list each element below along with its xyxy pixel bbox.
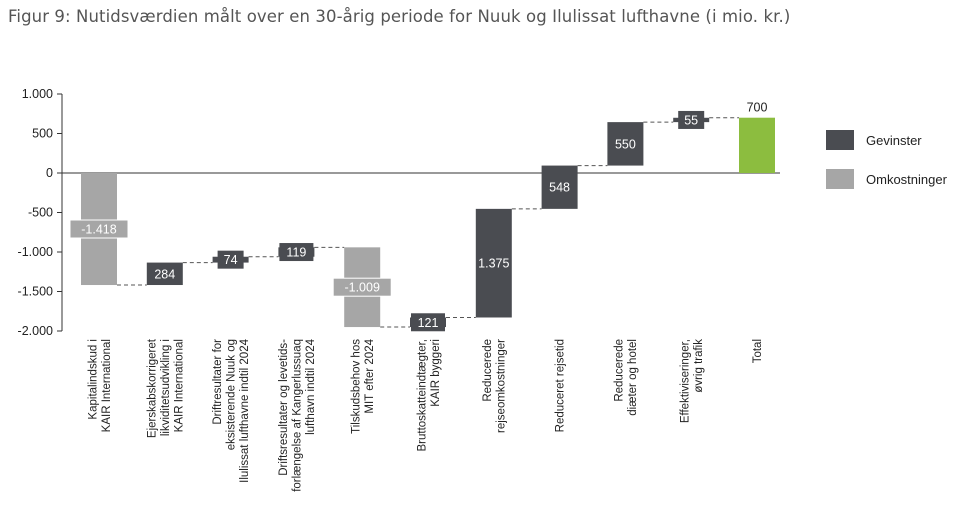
x-category-label: Tilskudsbehov hos MIT efter 2024: [350, 338, 376, 433]
data-label-box: [217, 250, 244, 269]
x-category-label-line: KAIR byggeri: [430, 339, 442, 407]
data-label-box: [279, 243, 314, 262]
x-category-label-line: eksisterende Nuuk og: [226, 339, 238, 450]
y-tick-label: 1.000: [22, 87, 53, 101]
y-tick-label: -1.000: [18, 245, 53, 259]
x-category-label-line: Total: [752, 339, 764, 363]
data-label: 700: [747, 101, 768, 115]
x-category-label-line: diæter og hotel: [627, 339, 639, 416]
data-label: 550: [615, 137, 636, 151]
x-category-label: Driftsresultater og levetids-forlængelse…: [278, 338, 317, 491]
x-category-label-line: KAIR International: [173, 339, 185, 432]
x-category-label: Total: [752, 339, 764, 363]
connector-layer: [117, 117, 739, 328]
x-category-label-line: Driftsresultater og levetids-: [278, 339, 290, 476]
x-category-label: Effektiviseringer, øvrig trafik: [679, 339, 705, 423]
x-category-label-line: Bruttoskatteindtægter,: [416, 339, 428, 452]
x-category-label-line: Reduceret rejsetid: [555, 339, 567, 432]
data-label: 1.375: [478, 257, 509, 271]
x-category-label-line: likviditetsudvikling i: [160, 339, 172, 436]
x-category-label: Reduceret rejsetid: [555, 339, 567, 432]
x-category-label: Ejerskabskorrigeret likviditetsudvikling …: [146, 338, 185, 438]
bar-7: [475, 208, 512, 318]
label-layer: -1.418 284 74 119 -1.009 121 1.375 548 550 55 700: [69, 101, 768, 332]
data-label-box: [69, 219, 129, 239]
data-label: -1.009: [344, 281, 379, 295]
y-tick-label: -500: [28, 206, 53, 220]
data-label: 55: [684, 113, 698, 127]
x-category-label-line: Ilulissat lufthavne indtil 2024: [239, 338, 251, 482]
x-category-label-line: MIT efter 2024: [364, 338, 376, 413]
bar-9: [607, 122, 644, 166]
data-label: 548: [549, 181, 570, 195]
data-label-box: [332, 277, 392, 297]
chart-title: Figur 9: Nutidsværdien målt over en 30-å…: [8, 7, 791, 26]
legend-swatch: [826, 169, 854, 189]
x-category-label-line: Driftresultater for: [212, 339, 224, 425]
data-label: 74: [224, 253, 238, 267]
x-category-label-line: Reducerede: [482, 339, 494, 402]
y-tick-label: -2.000: [18, 324, 53, 338]
x-category-label: Reducerede rejseomkostninger: [482, 339, 508, 433]
bar-11: [739, 117, 775, 173]
data-label-box: [678, 110, 705, 129]
x-category-label-line: Tilskudsbehov hos: [350, 339, 362, 434]
x-category-label: Kapitalindskud i KAIR International: [87, 339, 113, 432]
x-category-label: Bruttoskatteindtægter, KAIR byggeri: [416, 339, 442, 452]
x-category-label-line: forlængelse af Kangerlussuaq: [291, 339, 303, 492]
x-category-label: Reducerede diæter og hotel: [614, 339, 640, 416]
x-category-label-line: Ejerskabskorrigeret: [146, 338, 158, 438]
y-tick-label: 0: [46, 166, 53, 180]
data-label: 119: [286, 246, 306, 260]
legend-label: Gevinster: [866, 133, 922, 148]
x-category-label-line: KAIR International: [101, 339, 113, 432]
data-label: -1.418: [81, 223, 116, 237]
axis-layer: 1.000 500 0 -500 -1.000 -1.500 -2.000: [18, 87, 780, 338]
y-tick-label: 500: [32, 127, 53, 141]
data-label: 121: [418, 316, 439, 330]
legend-label: Omkostninger: [866, 172, 948, 187]
bar-layer: [81, 117, 775, 328]
x-category-label-line: Effektiviseringer,: [679, 339, 691, 423]
x-category-label: Driftresultater for eksisterende Nuuk og I…: [212, 338, 251, 482]
data-label: 284: [154, 267, 175, 281]
data-label-box: [411, 313, 445, 332]
legend-layer: Gevinster Omkostninger: [826, 130, 948, 189]
bar-2: [146, 262, 183, 286]
x-category-label-line: Reducerede: [614, 339, 626, 402]
y-tick-label: -1.500: [18, 285, 53, 299]
x-category-label-line: lufthavn indtil 2024: [305, 338, 317, 435]
x-category-label-line: rejseomkostninger: [496, 339, 508, 433]
category-layer: Kapitalindskud i KAIR International Ejersk…: [87, 338, 764, 492]
legend-swatch: [826, 130, 854, 150]
x-category-label-line: øvrig trafik: [693, 339, 705, 393]
bar-8: [541, 165, 578, 209]
x-category-label-line: Kapitalindskud i: [87, 339, 99, 420]
